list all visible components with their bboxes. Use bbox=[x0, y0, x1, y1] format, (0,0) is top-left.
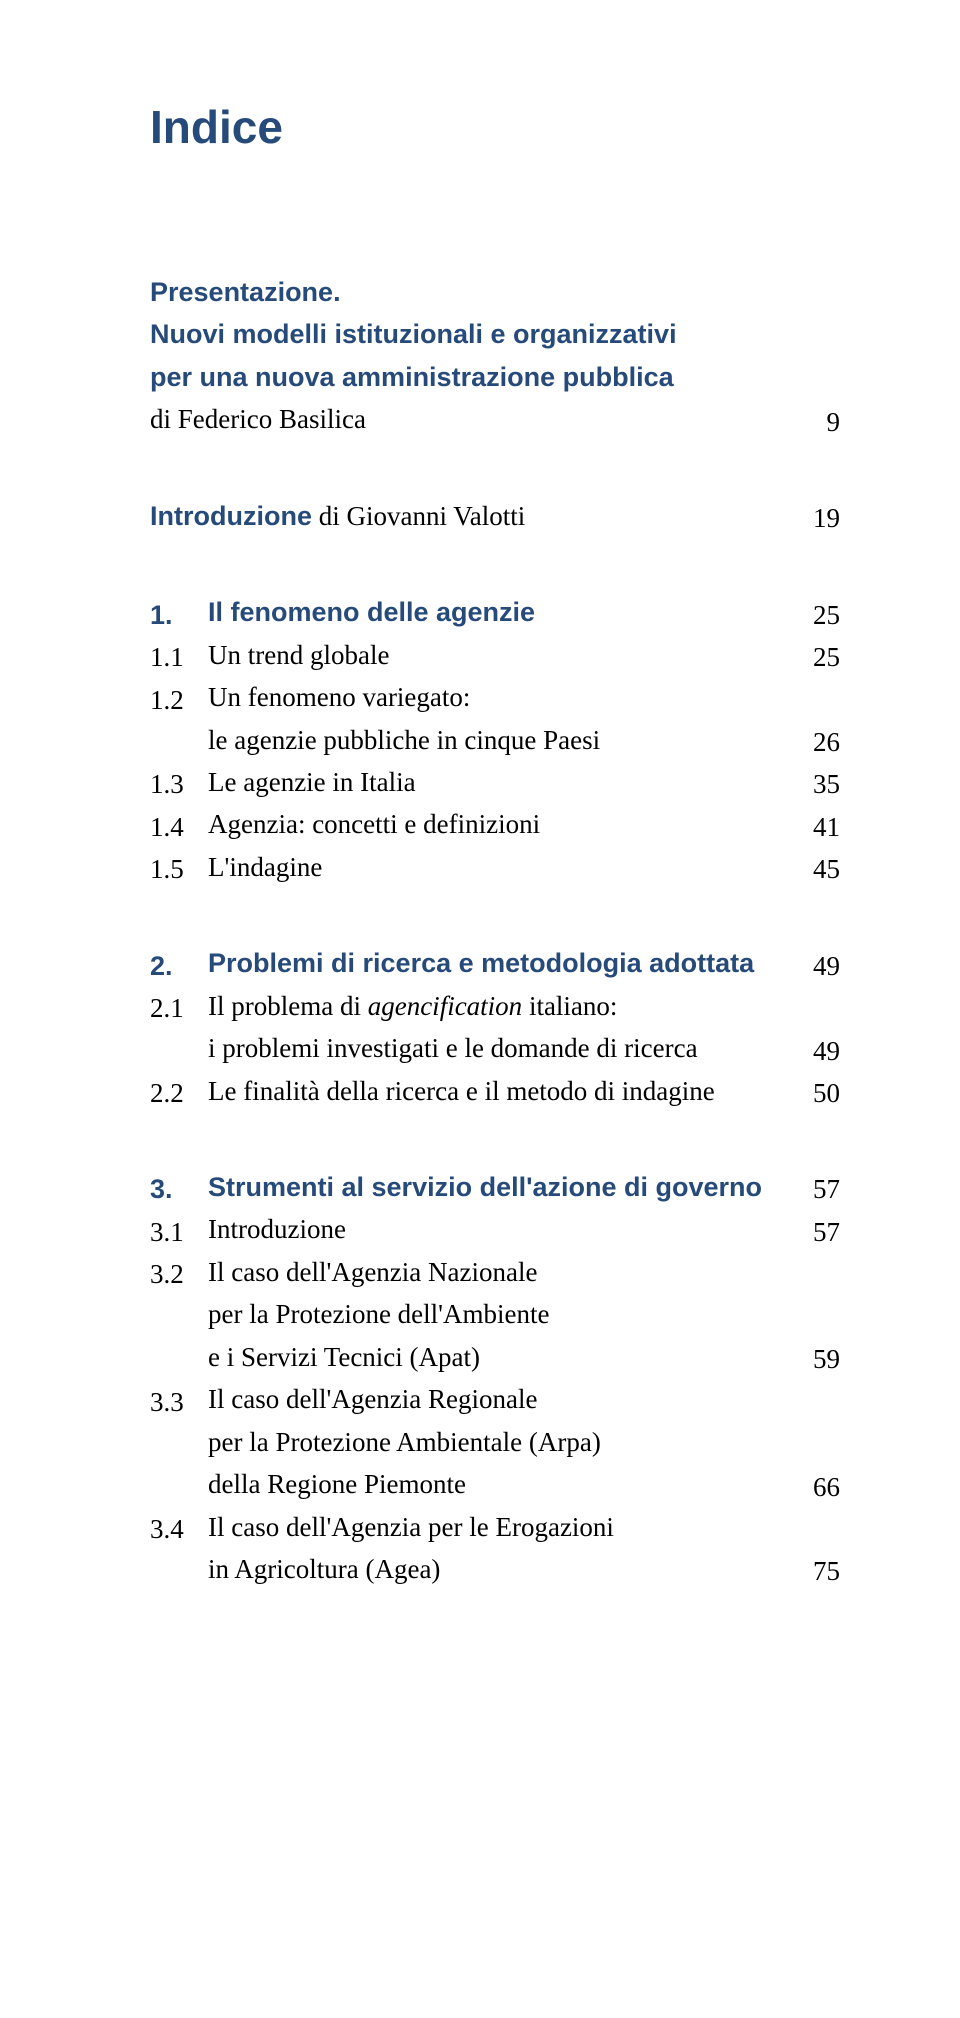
s3-i1-page: 57 bbox=[790, 1217, 840, 1248]
s1-i3-page: 35 bbox=[790, 769, 840, 800]
introduzione-label: Introduzione di Giovanni Valotti bbox=[150, 498, 790, 534]
presentazione-author: di Federico Basilica bbox=[150, 401, 790, 437]
s2-i1-page: 49 bbox=[790, 1036, 840, 1067]
presentazione-heading: Presentazione. bbox=[150, 274, 840, 310]
s3-i2-line3: e i Servizi Tecnici (Apat) bbox=[150, 1339, 790, 1375]
s2-i2-num: 2.2 bbox=[150, 1078, 208, 1109]
introduzione-page: 19 bbox=[790, 503, 840, 534]
s3-i2-num: 3.2 bbox=[150, 1259, 208, 1290]
s3-i3-line3: della Regione Piemonte bbox=[150, 1466, 790, 1502]
s1-i1-line: Un trend globale bbox=[208, 637, 790, 673]
s1-i5-line: L'indagine bbox=[208, 849, 790, 885]
s3-i1-num: 3.1 bbox=[150, 1217, 208, 1248]
s1-i2-line1: Un fenomeno variegato: bbox=[208, 679, 840, 715]
toc-section-1: 1. Il fenomeno delle agenzie 25 1.1Un tr… bbox=[150, 594, 840, 885]
s3-i3-page: 66 bbox=[790, 1472, 840, 1503]
presentazione-line2: per una nuova amministrazione pubblica bbox=[150, 359, 840, 395]
s2-i1-l1c: italiano: bbox=[522, 991, 617, 1021]
s3-title: Strumenti al servizio dell'azione di gov… bbox=[208, 1169, 790, 1205]
s1-i2-page: 26 bbox=[790, 727, 840, 758]
s2-i1-line1: Il problema di agencification italiano: bbox=[208, 988, 840, 1024]
s2-i1-line2: i problemi investigati e le domande di r… bbox=[150, 1030, 790, 1066]
s1-i4-page: 41 bbox=[790, 812, 840, 843]
s2-num: 2. bbox=[150, 951, 208, 982]
s3-i4-line2: in Agricoltura (Agea) bbox=[150, 1551, 790, 1587]
s2-i2-page: 50 bbox=[790, 1078, 840, 1109]
s2-i1-num: 2.1 bbox=[150, 993, 208, 1024]
introduzione-prefix: Introduzione bbox=[150, 501, 312, 531]
s1-i4-line: Agenzia: concetti e definizioni bbox=[208, 806, 790, 842]
s2-i1-l1b: agencification bbox=[368, 991, 522, 1021]
s1-page: 25 bbox=[790, 600, 840, 631]
s1-i4-num: 1.4 bbox=[150, 812, 208, 843]
introduzione-author: di Giovanni Valotti bbox=[312, 501, 525, 531]
toc-section-3: 3. Strumenti al servizio dell'azione di … bbox=[150, 1169, 840, 1587]
s3-i4-num: 3.4 bbox=[150, 1514, 208, 1545]
s2-i1-l1a: Il problema di bbox=[208, 991, 368, 1021]
s2-i2-line: Le finalità della ricerca e il metodo di… bbox=[208, 1073, 790, 1109]
s3-i3-line1: Il caso dell'Agenzia Regionale bbox=[208, 1381, 840, 1417]
s2-title: Problemi di ricerca e metodologia adotta… bbox=[208, 945, 790, 981]
s1-title: Il fenomeno delle agenzie bbox=[208, 594, 790, 630]
s1-i1-page: 25 bbox=[790, 642, 840, 673]
toc-section-2: 2. Problemi di ricerca e metodologia ado… bbox=[150, 945, 840, 1109]
s1-i3-num: 1.3 bbox=[150, 769, 208, 800]
s3-page: 57 bbox=[790, 1174, 840, 1205]
presentazione-line1: Nuovi modelli istituzionali e organizzat… bbox=[150, 316, 840, 352]
s1-i3-line: Le agenzie in Italia bbox=[208, 764, 790, 800]
presentazione-page: 9 bbox=[790, 407, 840, 438]
s1-i2-line2: le agenzie pubbliche in cinque Paesi bbox=[150, 722, 790, 758]
s3-i3-num: 3.3 bbox=[150, 1387, 208, 1418]
s1-i2-num: 1.2 bbox=[150, 685, 208, 716]
s3-i2-page: 59 bbox=[790, 1344, 840, 1375]
s3-i2-line2: per la Protezione dell'Ambiente bbox=[150, 1296, 840, 1332]
s1-i5-num: 1.5 bbox=[150, 854, 208, 885]
s3-i4-line1: Il caso dell'Agenzia per le Erogazioni bbox=[208, 1509, 840, 1545]
s3-i2-line1: Il caso dell'Agenzia Nazionale bbox=[208, 1254, 840, 1290]
s3-i4-page: 75 bbox=[790, 1556, 840, 1587]
s3-num: 3. bbox=[150, 1174, 208, 1205]
page-title: Indice bbox=[150, 100, 840, 154]
s2-page: 49 bbox=[790, 951, 840, 982]
s1-i5-page: 45 bbox=[790, 854, 840, 885]
s3-i1-line: Introduzione bbox=[208, 1211, 790, 1247]
toc-presentazione: Presentazione. Nuovi modelli istituziona… bbox=[150, 274, 840, 438]
s1-num: 1. bbox=[150, 600, 208, 631]
toc-introduzione: Introduzione di Giovanni Valotti 19 bbox=[150, 498, 840, 534]
s1-i1-num: 1.1 bbox=[150, 642, 208, 673]
s3-i3-line2: per la Protezione Ambientale (Arpa) bbox=[150, 1424, 840, 1460]
